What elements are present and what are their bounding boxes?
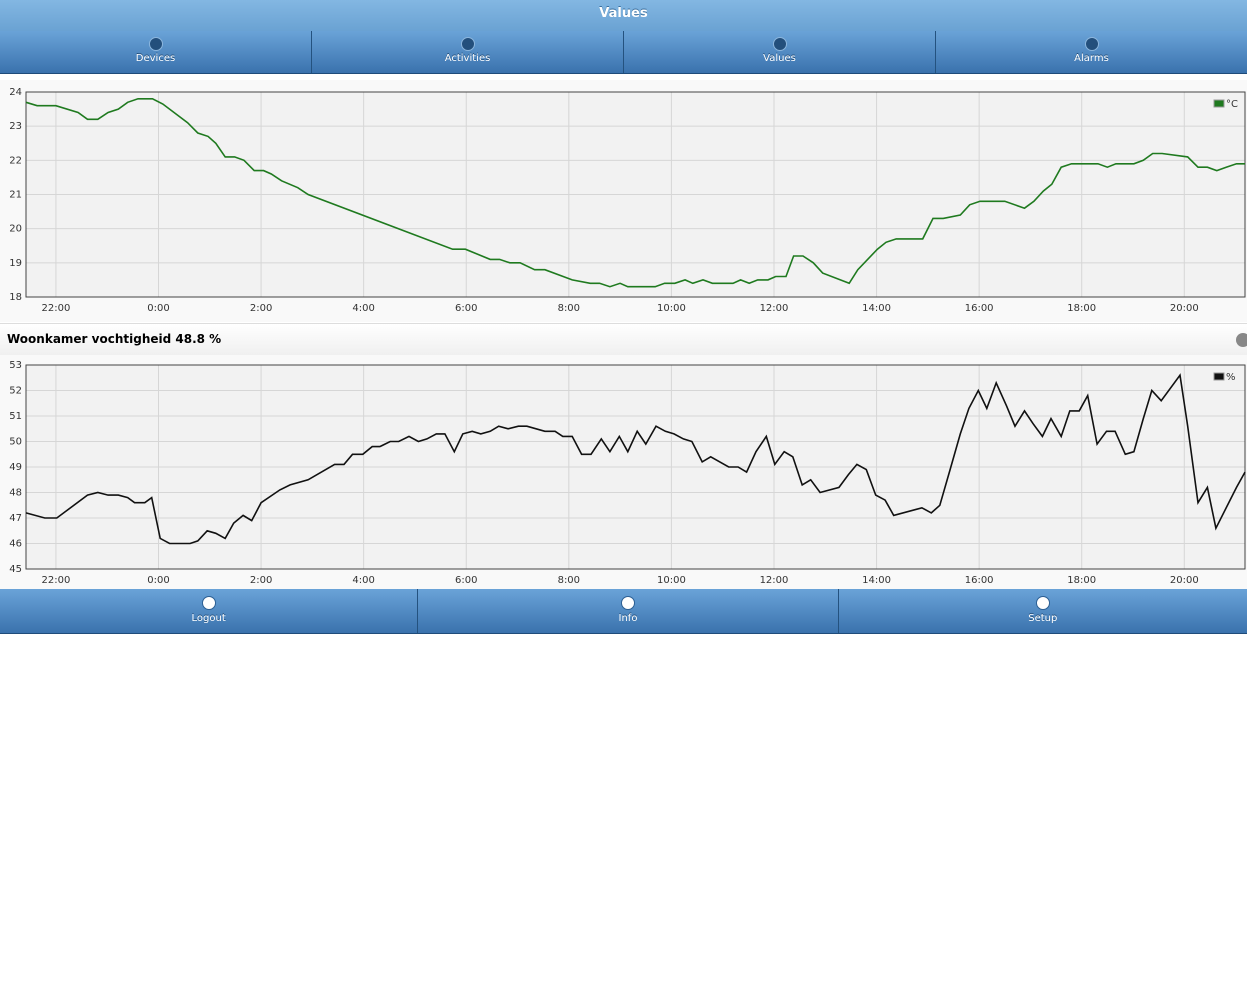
collapse-button[interactable] <box>1236 333 1247 347</box>
x-tick-label: 8:00 <box>558 575 580 586</box>
nav-tab[interactable]: Devices <box>0 31 312 73</box>
x-tick-label: 22:00 <box>42 303 71 314</box>
x-tick-label: 10:00 <box>657 575 686 586</box>
x-tick-label: 2:00 <box>250 303 272 314</box>
y-tick-label: 19 <box>9 258 22 269</box>
chart-title: Woonkamer vochtigheid 48.8 % <box>7 332 222 346</box>
x-tick-label: 16:00 <box>965 303 994 314</box>
y-tick-label: 22 <box>9 155 22 166</box>
footer-button[interactable]: Setup <box>839 589 1247 633</box>
y-tick-label: 18 <box>9 292 22 303</box>
x-tick-label: 12:00 <box>760 303 789 314</box>
x-tick-label: 8:00 <box>558 303 580 314</box>
y-tick-label: 53 <box>9 360 22 371</box>
y-tick-label: 20 <box>9 224 22 235</box>
x-tick-label: 6:00 <box>455 575 477 586</box>
chart: 45 46 47 48 49 50 51 52 53 22:00 0:00 2:00 4:00 6:00 8… <box>0 355 1247 589</box>
x-tick-label: 20:00 <box>1170 575 1199 586</box>
x-tick-label: 2:00 <box>250 575 272 586</box>
x-tick-label: 4:00 <box>352 303 374 314</box>
x-tick-label: 14:00 <box>862 575 891 586</box>
legend-label: °C <box>1226 99 1238 110</box>
legend-label: % <box>1226 372 1236 383</box>
footer-button[interactable]: Info <box>418 589 839 633</box>
nav-tab[interactable]: Alarms <box>936 31 1247 73</box>
x-tick-label: 22:00 <box>42 575 71 586</box>
footer-button[interactable]: Logout <box>0 589 419 633</box>
y-tick-label: 45 <box>9 564 22 575</box>
y-tick-label: 49 <box>9 462 22 473</box>
x-tick-label: 12:00 <box>760 575 789 586</box>
footer-label[interactable]: Logout <box>191 613 226 624</box>
y-tick-label: 21 <box>9 190 22 201</box>
footer-bar: Logout Info Setup <box>0 589 1247 634</box>
data-line <box>25 98 1245 288</box>
data-line <box>25 373 1246 545</box>
x-tick-label: 0:00 <box>147 303 169 314</box>
nav-tab[interactable]: Values <box>624 31 936 73</box>
y-tick-label: 50 <box>9 437 22 448</box>
panel-header: Woonkamer vochtigheid 48.8 % <box>0 323 1247 356</box>
x-tick-label: 0:00 <box>147 575 169 586</box>
y-tick-label: 24 <box>9 87 22 98</box>
x-tick-label: 14:00 <box>862 303 891 314</box>
nav-tab[interactable]: Activities <box>312 31 624 73</box>
x-tick-label: 16:00 <box>965 575 994 586</box>
nav-label[interactable]: Alarms <box>1074 53 1109 64</box>
y-tick-label: 48 <box>9 488 22 499</box>
plot-border <box>25 364 1246 570</box>
x-tick-label: 18:00 <box>1067 303 1096 314</box>
chart: 18 19 20 21 22 23 24 22:00 0:00 2:00 4:00 6:00 8:00 1… <box>0 80 1247 322</box>
header-title: Values <box>0 0 1247 32</box>
legend-swatch <box>1213 99 1225 108</box>
nav-bar: Devices Activities Values Alarms <box>0 31 1247 74</box>
y-tick-label: 51 <box>9 411 22 422</box>
plot-border <box>25 91 1246 298</box>
x-tick-label: 10:00 <box>657 303 686 314</box>
y-tick-label: 52 <box>9 386 22 397</box>
y-tick-label: 23 <box>9 121 22 132</box>
y-tick-label: 47 <box>9 513 22 524</box>
nav-label[interactable]: Values <box>763 53 796 64</box>
x-tick-label: 6:00 <box>455 303 477 314</box>
x-tick-label: 4:00 <box>352 575 374 586</box>
footer-label[interactable]: Info <box>618 613 638 624</box>
nav-label[interactable]: Devices <box>135 53 176 64</box>
nav-label[interactable]: Activities <box>444 53 491 64</box>
legend-swatch <box>1213 372 1225 381</box>
x-tick-label: 18:00 <box>1067 575 1096 586</box>
y-tick-label: 46 <box>9 539 22 550</box>
x-tick-label: 20:00 <box>1170 303 1199 314</box>
footer-label[interactable]: Setup <box>1028 613 1058 624</box>
